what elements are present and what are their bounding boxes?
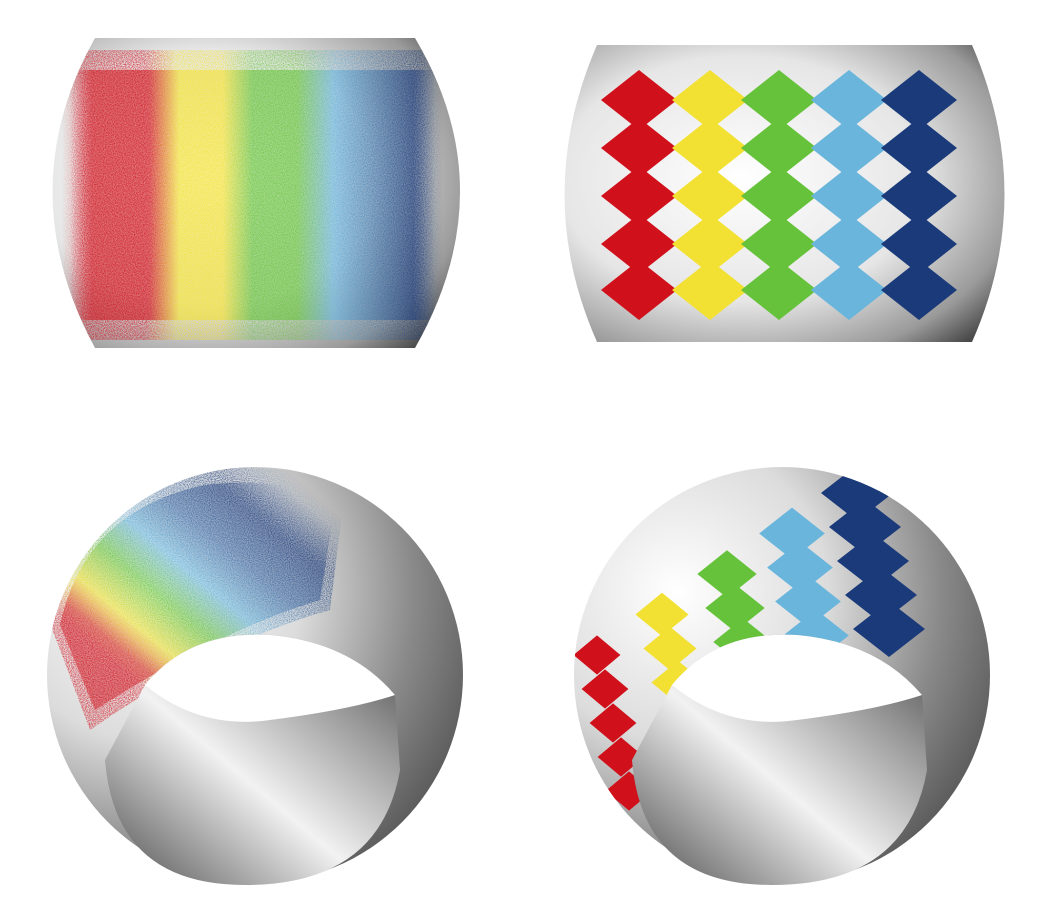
diamond-patch [853,601,925,657]
barrel-surface-oblique-2 [574,467,990,885]
diamond-patch [635,592,689,637]
diamond-patch [672,118,748,178]
diamond-patch [881,118,957,178]
diamond-patch [881,166,957,226]
diamond-patch [741,70,817,130]
diamond-patch [581,669,629,709]
diamond-patch [601,70,677,130]
barrel-surface-oblique-1 [47,467,463,885]
diamond-patch [601,166,677,226]
diamond-patch [643,626,697,671]
diamond-patch [881,260,957,320]
barrel-surface-side-2 [564,45,1005,342]
diamond-patch [811,260,887,320]
diamond-patch [811,70,887,130]
diamond-patch [741,118,817,178]
barrel-surface-side-1 [52,38,460,348]
panel-oblique-diamond-patches [527,430,1053,917]
diamond-patch [601,260,677,320]
diamond-patch [759,507,825,560]
diamond-patch [672,70,748,130]
diamond-patch [811,214,887,274]
diamond-patch [783,609,849,662]
panel-side-point-cloud [0,0,527,400]
diamond-patch [741,214,817,274]
diamond-patch [672,166,748,226]
diamond-patch [881,70,957,130]
diamond-patch [589,703,637,743]
diamond-patch [775,575,841,628]
diamond-patch [601,214,677,274]
diamond-patch [601,118,677,178]
diamond-patch [741,260,817,320]
diamond-patch [574,635,621,675]
diamond-patch [811,118,887,178]
diamond-patch [672,260,748,320]
diamond-patch [767,541,833,594]
diamond-patch [672,214,748,274]
diamond-patch [881,214,957,274]
diamond-patch [741,166,817,226]
diamond-patch [811,166,887,226]
panel-oblique-point-cloud [0,430,527,917]
panel-side-diamond-patches [527,0,1053,400]
